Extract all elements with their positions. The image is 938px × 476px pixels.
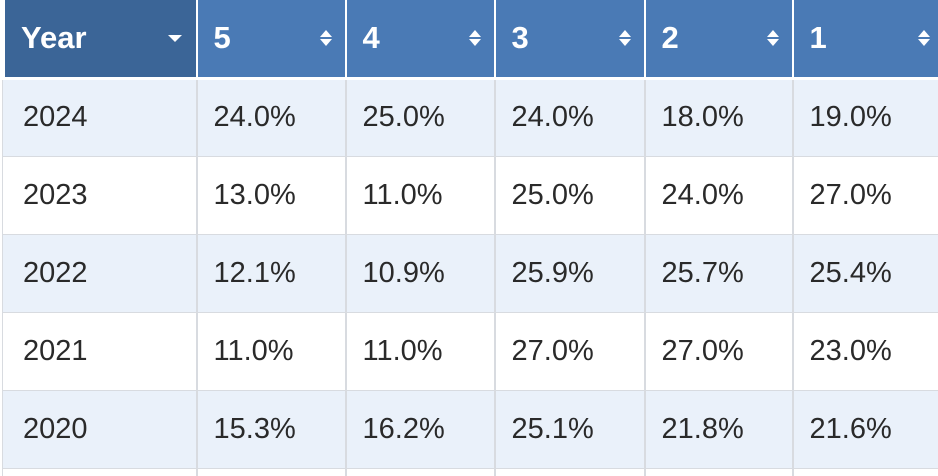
column-header-label: 5 [213, 20, 231, 56]
table-row: 2023 13.0% 11.0% 25.0% 24.0% 27.0% [2, 156, 938, 235]
table-cell: 24.0% [493, 78, 645, 157]
table-cell: 18.0% [643, 78, 793, 157]
table-cell: 25.7% [643, 234, 793, 313]
column-header-label: 1 [809, 20, 827, 56]
column-header-label: 3 [511, 20, 529, 56]
table-header: Year 5 4 [0, 0, 938, 80]
column-header-5[interactable]: 5 [195, 0, 346, 80]
table-cell [2, 468, 197, 476]
column-header-year[interactable]: Year [0, 0, 197, 80]
table-body: 2024 24.0% 25.0% 24.0% 18.0% 19.0% 2023 … [2, 78, 938, 476]
column-header-4[interactable]: 4 [344, 0, 495, 80]
column-header-1[interactable]: 1 [791, 0, 938, 80]
table-cell: 19.0% [791, 78, 938, 157]
cell-year: 2021 [2, 312, 197, 391]
cell-year: 2022 [2, 234, 197, 313]
table-row: 2020 15.3% 16.2% 25.1% 21.8% 21.6% [2, 390, 938, 469]
table-row: 2024 24.0% 25.0% 24.0% 18.0% 19.0% [2, 78, 938, 157]
table-row: 2021 11.0% 11.0% 27.0% 27.0% 23.0% [2, 312, 938, 391]
table-cell: 21.6% [791, 390, 938, 469]
sort-icon[interactable] [917, 29, 931, 47]
table-cell: 12.1% [195, 234, 346, 313]
table-cell: 10.9% [344, 234, 495, 313]
table-cell: 27.0% [791, 156, 938, 235]
table-cell [195, 468, 346, 476]
sort-icon[interactable] [468, 29, 482, 47]
cell-year: 2024 [2, 78, 197, 157]
table-cell: 13.0% [195, 156, 346, 235]
table-cell: 23.0% [791, 312, 938, 391]
column-header-label: Year [21, 20, 87, 56]
column-header-3[interactable]: 3 [493, 0, 645, 80]
table-cell: 11.0% [344, 156, 495, 235]
header-row: Year 5 4 [0, 0, 938, 80]
column-header-label: 2 [661, 20, 679, 56]
table-cell: 11.0% [344, 312, 495, 391]
table-cell [344, 468, 495, 476]
table-cell: 25.1% [493, 390, 645, 469]
table-row: 2022 12.1% 10.9% 25.9% 25.7% 25.4% [2, 234, 938, 313]
table-cell [493, 468, 645, 476]
table-cell: 24.0% [643, 156, 793, 235]
table-cell: 25.4% [791, 234, 938, 313]
table-cell: 11.0% [195, 312, 346, 391]
column-header-label: 4 [362, 20, 380, 56]
dropdown-icon[interactable] [167, 34, 182, 42]
sort-icon[interactable] [766, 29, 780, 47]
cell-year: 2023 [2, 156, 197, 235]
table-cell: 25.0% [344, 78, 495, 157]
table-cell [643, 468, 793, 476]
table-cell: 24.0% [195, 78, 346, 157]
table-cell: 27.0% [493, 312, 645, 391]
table-cell: 16.2% [344, 390, 495, 469]
table-cell: 21.8% [643, 390, 793, 469]
column-header-2[interactable]: 2 [643, 0, 793, 80]
table-cell: 27.0% [643, 312, 793, 391]
table-cell: 25.9% [493, 234, 645, 313]
table-cell [791, 468, 938, 476]
table-row-partial [2, 468, 938, 476]
table-cell: 25.0% [493, 156, 645, 235]
table-cell: 15.3% [195, 390, 346, 469]
sort-icon[interactable] [618, 29, 632, 47]
cell-year: 2020 [2, 390, 197, 469]
sort-icon[interactable] [319, 29, 333, 47]
